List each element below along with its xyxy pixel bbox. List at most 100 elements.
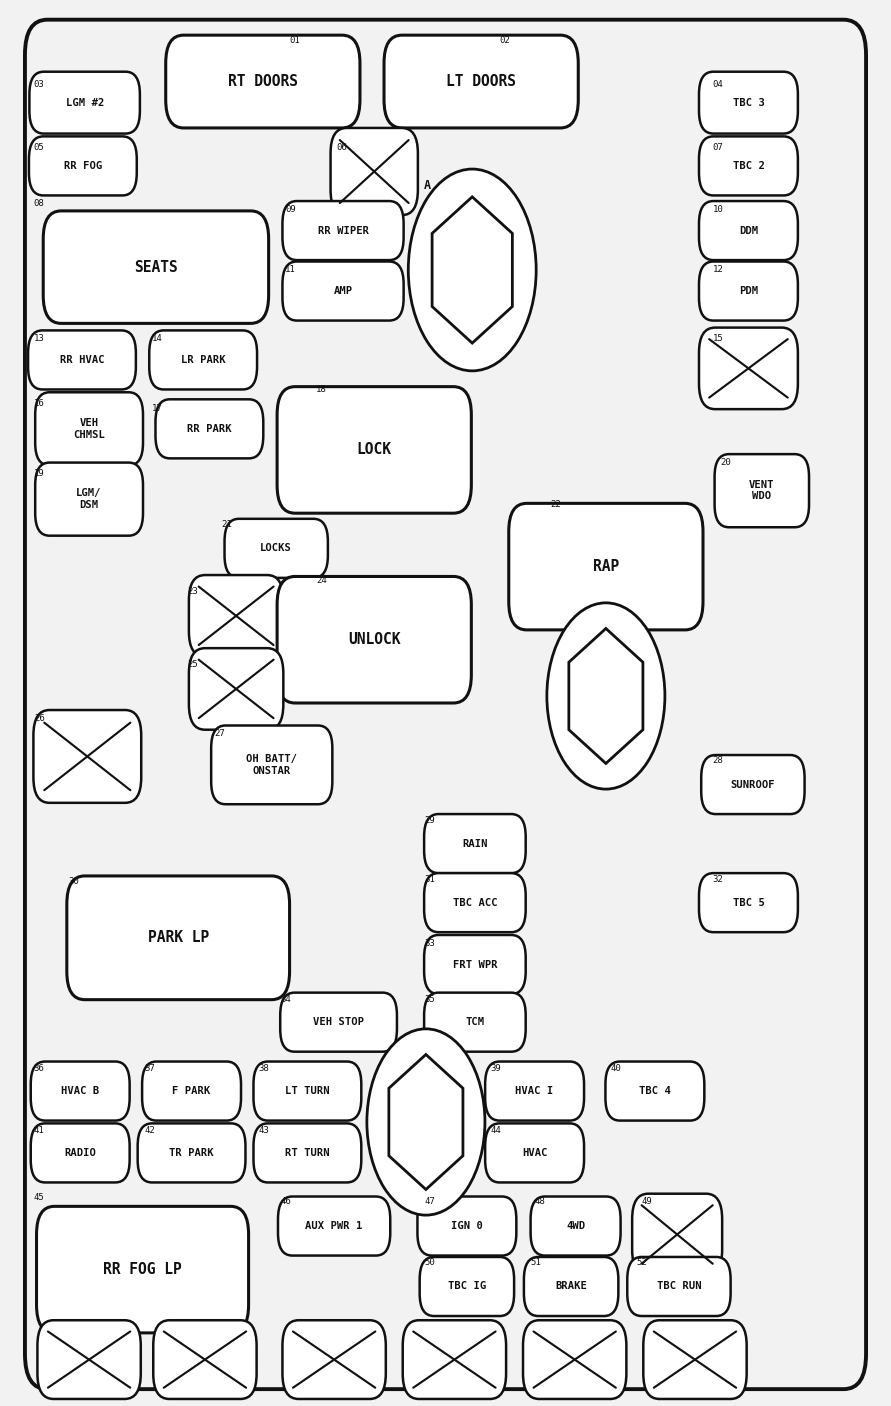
Text: F PARK: F PARK [173, 1085, 210, 1097]
Text: TBC 3: TBC 3 [732, 97, 764, 108]
Text: LT DOORS: LT DOORS [446, 75, 516, 89]
Text: 13: 13 [34, 335, 45, 343]
Text: 51: 51 [530, 1258, 541, 1267]
FancyBboxPatch shape [701, 755, 805, 814]
Text: OH BATT/
ONSTAR: OH BATT/ ONSTAR [246, 754, 298, 776]
FancyBboxPatch shape [699, 72, 798, 134]
FancyBboxPatch shape [699, 873, 798, 932]
FancyBboxPatch shape [225, 519, 328, 578]
Text: TBC RUN: TBC RUN [657, 1281, 701, 1292]
Text: TBC 4: TBC 4 [639, 1085, 671, 1097]
Text: RR WIPER: RR WIPER [317, 225, 369, 236]
Text: HVAC I: HVAC I [516, 1085, 553, 1097]
FancyBboxPatch shape [643, 1320, 747, 1399]
Text: 31: 31 [424, 876, 435, 884]
FancyBboxPatch shape [277, 576, 471, 703]
Text: 35: 35 [424, 995, 435, 1004]
Text: LOCK: LOCK [356, 443, 392, 457]
Text: 05: 05 [34, 143, 45, 152]
Text: UNLOCK: UNLOCK [348, 633, 400, 647]
FancyBboxPatch shape [424, 814, 526, 873]
Text: 27: 27 [214, 730, 225, 738]
FancyBboxPatch shape [34, 710, 141, 803]
Text: LOCKS: LOCKS [260, 543, 292, 554]
Text: VEH
CHMSL: VEH CHMSL [73, 418, 105, 440]
Text: AMP: AMP [333, 285, 353, 297]
Text: 16: 16 [34, 399, 45, 408]
FancyBboxPatch shape [627, 1257, 731, 1316]
FancyBboxPatch shape [278, 1197, 390, 1256]
Text: 24: 24 [316, 576, 327, 585]
Text: 17: 17 [151, 405, 162, 413]
Text: 46: 46 [281, 1198, 291, 1206]
Text: 41: 41 [34, 1126, 45, 1135]
Text: TCM: TCM [465, 1017, 485, 1028]
FancyBboxPatch shape [189, 648, 283, 730]
Text: LGM #2: LGM #2 [66, 97, 103, 108]
Text: 12: 12 [713, 266, 723, 274]
Text: TBC ACC: TBC ACC [453, 897, 497, 908]
FancyBboxPatch shape [253, 1123, 362, 1182]
Text: FRT WPR: FRT WPR [453, 959, 497, 970]
Text: 47: 47 [424, 1198, 435, 1206]
FancyBboxPatch shape [424, 993, 526, 1052]
Text: 09: 09 [285, 205, 296, 214]
Text: 11: 11 [285, 266, 296, 274]
Text: 20: 20 [720, 458, 731, 467]
Text: RADIO: RADIO [64, 1147, 96, 1159]
Text: 02: 02 [500, 37, 511, 45]
Text: 48: 48 [535, 1198, 545, 1206]
FancyBboxPatch shape [403, 1320, 506, 1399]
Text: 42: 42 [144, 1126, 155, 1135]
FancyBboxPatch shape [424, 935, 526, 994]
Text: 50: 50 [424, 1258, 435, 1267]
Text: 29: 29 [424, 817, 435, 825]
FancyBboxPatch shape [37, 1206, 249, 1333]
Polygon shape [568, 628, 643, 763]
Text: PARK LP: PARK LP [148, 931, 208, 945]
Text: LR PARK: LR PARK [181, 354, 225, 366]
Text: AUX PWR 1: AUX PWR 1 [306, 1220, 363, 1232]
Text: 22: 22 [551, 501, 561, 509]
Text: 39: 39 [490, 1064, 501, 1073]
Text: 10: 10 [713, 205, 723, 214]
FancyBboxPatch shape [25, 20, 866, 1389]
FancyBboxPatch shape [166, 35, 360, 128]
Circle shape [367, 1029, 485, 1215]
Text: 36: 36 [34, 1064, 45, 1073]
Text: DDM: DDM [739, 225, 758, 236]
Text: LGM/
DSM: LGM/ DSM [77, 488, 102, 510]
Text: TBC IG: TBC IG [448, 1281, 486, 1292]
FancyBboxPatch shape [36, 463, 143, 536]
FancyBboxPatch shape [384, 35, 578, 128]
Circle shape [408, 169, 536, 371]
Text: SEATS: SEATS [134, 260, 178, 274]
Text: A: A [424, 179, 431, 193]
Text: RR FOG LP: RR FOG LP [103, 1263, 182, 1277]
FancyBboxPatch shape [189, 575, 283, 657]
Text: 32: 32 [713, 876, 723, 884]
Text: RAP: RAP [593, 560, 619, 574]
FancyBboxPatch shape [715, 454, 809, 527]
Text: 15: 15 [713, 335, 723, 343]
FancyBboxPatch shape [485, 1123, 584, 1182]
Text: TR PARK: TR PARK [169, 1147, 214, 1159]
Text: 07: 07 [713, 143, 723, 152]
Text: SUNROOF: SUNROOF [731, 779, 775, 790]
Text: 08: 08 [34, 200, 45, 208]
Text: 26: 26 [34, 714, 45, 723]
Text: VENT
WDO: VENT WDO [749, 479, 774, 502]
Polygon shape [432, 197, 512, 343]
Text: 28: 28 [713, 756, 723, 765]
Text: 01: 01 [290, 37, 300, 45]
FancyBboxPatch shape [699, 136, 798, 195]
FancyBboxPatch shape [30, 1062, 130, 1121]
Text: VEH STOP: VEH STOP [313, 1017, 364, 1028]
Text: RR PARK: RR PARK [187, 423, 232, 434]
Text: RR FOG: RR FOG [64, 160, 102, 172]
Text: 37: 37 [144, 1064, 155, 1073]
FancyBboxPatch shape [424, 873, 526, 932]
Text: 4WD: 4WD [566, 1220, 585, 1232]
Text: 19: 19 [34, 470, 45, 478]
FancyBboxPatch shape [282, 201, 404, 260]
